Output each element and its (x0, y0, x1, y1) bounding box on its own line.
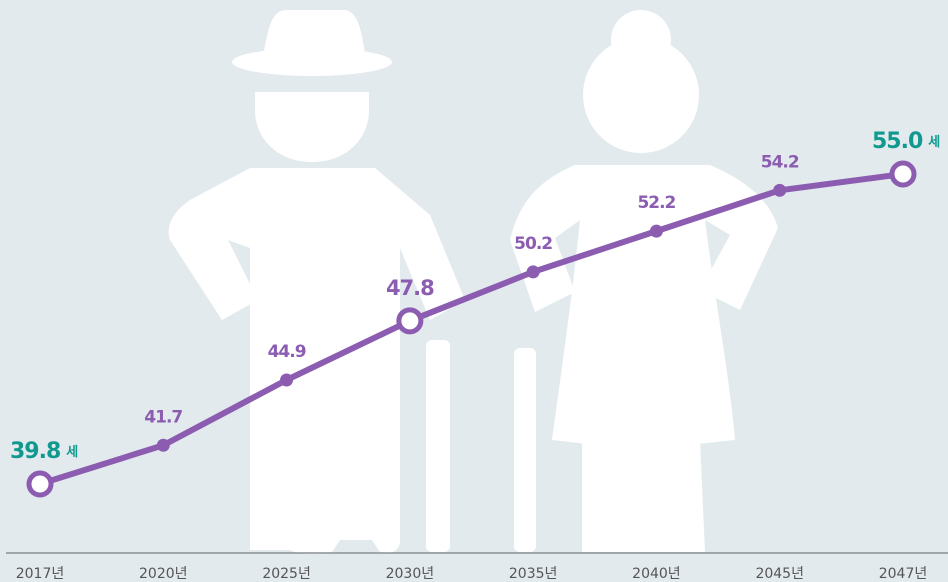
point (650, 225, 663, 238)
value-label: 55.0 세 (872, 129, 939, 154)
x-tick-label: 2045년 (755, 566, 804, 582)
x-tick-label: 2020년 (139, 566, 188, 582)
value-label: 39.8 세 (10, 439, 77, 464)
x-tick-label: 2035년 (509, 566, 558, 582)
x-tick-label: 2017년 (16, 566, 65, 582)
point-highlight (892, 163, 914, 185)
value-label: 47.8 (386, 276, 434, 300)
point (773, 184, 786, 197)
value-label-number: 55.0 (872, 129, 923, 154)
value-label: 50.2 (514, 234, 552, 254)
silhouettes (169, 10, 778, 554)
unit-label: 세 (66, 445, 77, 460)
x-tick-label: 2030년 (386, 566, 435, 582)
value-label: 52.2 (637, 193, 675, 213)
x-tick-label: 2025년 (262, 566, 311, 582)
point (527, 265, 540, 278)
value-label: 41.7 (144, 407, 182, 427)
x-tick-label: 2047년 (879, 566, 928, 582)
value-label: 44.9 (268, 342, 306, 362)
point-highlight (399, 310, 421, 332)
value-label: 54.2 (761, 152, 799, 172)
x-tick-label: 2040년 (632, 566, 681, 582)
point (157, 439, 170, 452)
chart: 2017년 2020년 2025년 2030년 2035년 2040년 2045년 2047년… (0, 0, 948, 582)
value-label-number: 39.8 (10, 439, 60, 464)
point-highlight (29, 473, 51, 495)
unit-label: 세 (928, 135, 939, 150)
point (280, 373, 293, 386)
